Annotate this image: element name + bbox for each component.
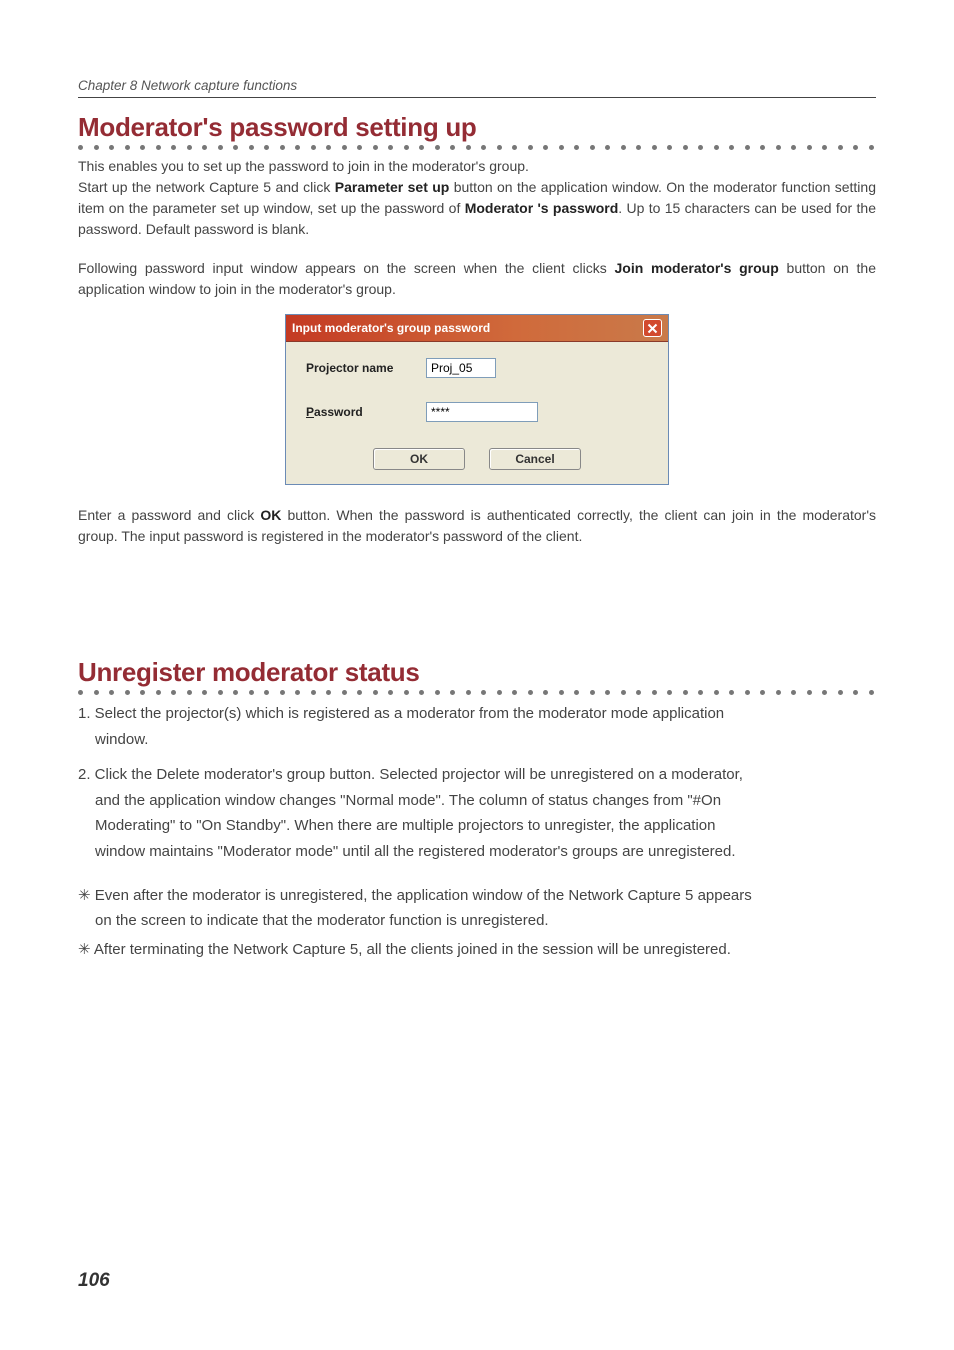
text: Start up the network Capture 5 and click [78, 179, 335, 195]
text: on the screen to indicate that the moder… [95, 909, 876, 934]
mnemonic: P [306, 405, 314, 419]
section-heading-password: Moderator's password setting up [78, 112, 876, 143]
text: 1. Select the projector(s) which is regi… [78, 701, 876, 727]
chapter-header: Chapter 8 Network capture functions [78, 78, 876, 98]
text: 2. Click the Delete moderator's group bu… [78, 762, 876, 788]
password-dialog: Input moderator's group password Project… [285, 314, 669, 485]
dotted-rule [78, 145, 876, 150]
text: ✳ Even after the moderator is unregister… [78, 887, 752, 904]
note-2: ✳ After terminating the Network Capture … [78, 938, 876, 963]
note-1: ✳ Even after the moderator is unregister… [78, 884, 876, 934]
list-item-2: 2. Click the Delete moderator's group bu… [78, 762, 876, 864]
bold-text: Delete moderator's group [156, 766, 325, 783]
text: Following password input window appears … [78, 260, 615, 276]
bold-text: Parameter set up [335, 179, 450, 195]
page-number: 106 [78, 1270, 110, 1292]
dialog-button-row: OK Cancel [306, 446, 648, 470]
text: and the application window changes "Norm… [78, 788, 876, 814]
text: 2. Click the [78, 766, 156, 783]
text: window maintains "Moderator mode" until … [78, 839, 876, 865]
list-item-1: 1. Select the projector(s) which is regi… [78, 701, 876, 752]
cancel-button[interactable]: Cancel [489, 448, 581, 470]
password-label: Password [306, 405, 426, 419]
text: assword [314, 405, 363, 419]
dotted-rule [78, 690, 876, 695]
text: This enables you to set up the password … [78, 158, 529, 174]
close-button[interactable] [643, 319, 662, 337]
bold-text: Moderator 's password [465, 200, 619, 216]
password-row: Password **** [306, 402, 648, 422]
dialog-body: Projector name Proj_05 Password **** OK … [286, 342, 668, 484]
text: Moderating" to "On Standby". When there … [78, 813, 876, 839]
numbered-list: 1. Select the projector(s) which is regi… [78, 701, 876, 864]
ok-button[interactable]: OK [373, 448, 465, 470]
projector-name-label: Projector name [306, 361, 426, 375]
bold-text: Join moderator's group [615, 260, 779, 276]
section1-paragraph-2: Following password input window appears … [78, 258, 876, 300]
dialog-titlebar: Input moderator's group password [286, 315, 668, 342]
close-icon [647, 323, 658, 334]
projector-name-field[interactable]: Proj_05 [426, 358, 496, 378]
projector-name-row: Projector name Proj_05 [306, 358, 648, 378]
section-heading-unregister: Unregister moderator status [78, 657, 876, 688]
section1-paragraph-3: Enter a password and click OK button. Wh… [78, 505, 876, 547]
text: Enter a password and click [78, 507, 260, 523]
text: window. [78, 727, 876, 753]
section1-paragraph-1: This enables you to set up the password … [78, 156, 876, 240]
bold-text: OK [260, 507, 281, 523]
text: button. Selected projector will be unreg… [325, 766, 743, 783]
dialog-title: Input moderator's group password [292, 321, 490, 335]
notes-block: ✳ Even after the moderator is unregister… [78, 884, 876, 962]
password-field[interactable]: **** [426, 402, 538, 422]
